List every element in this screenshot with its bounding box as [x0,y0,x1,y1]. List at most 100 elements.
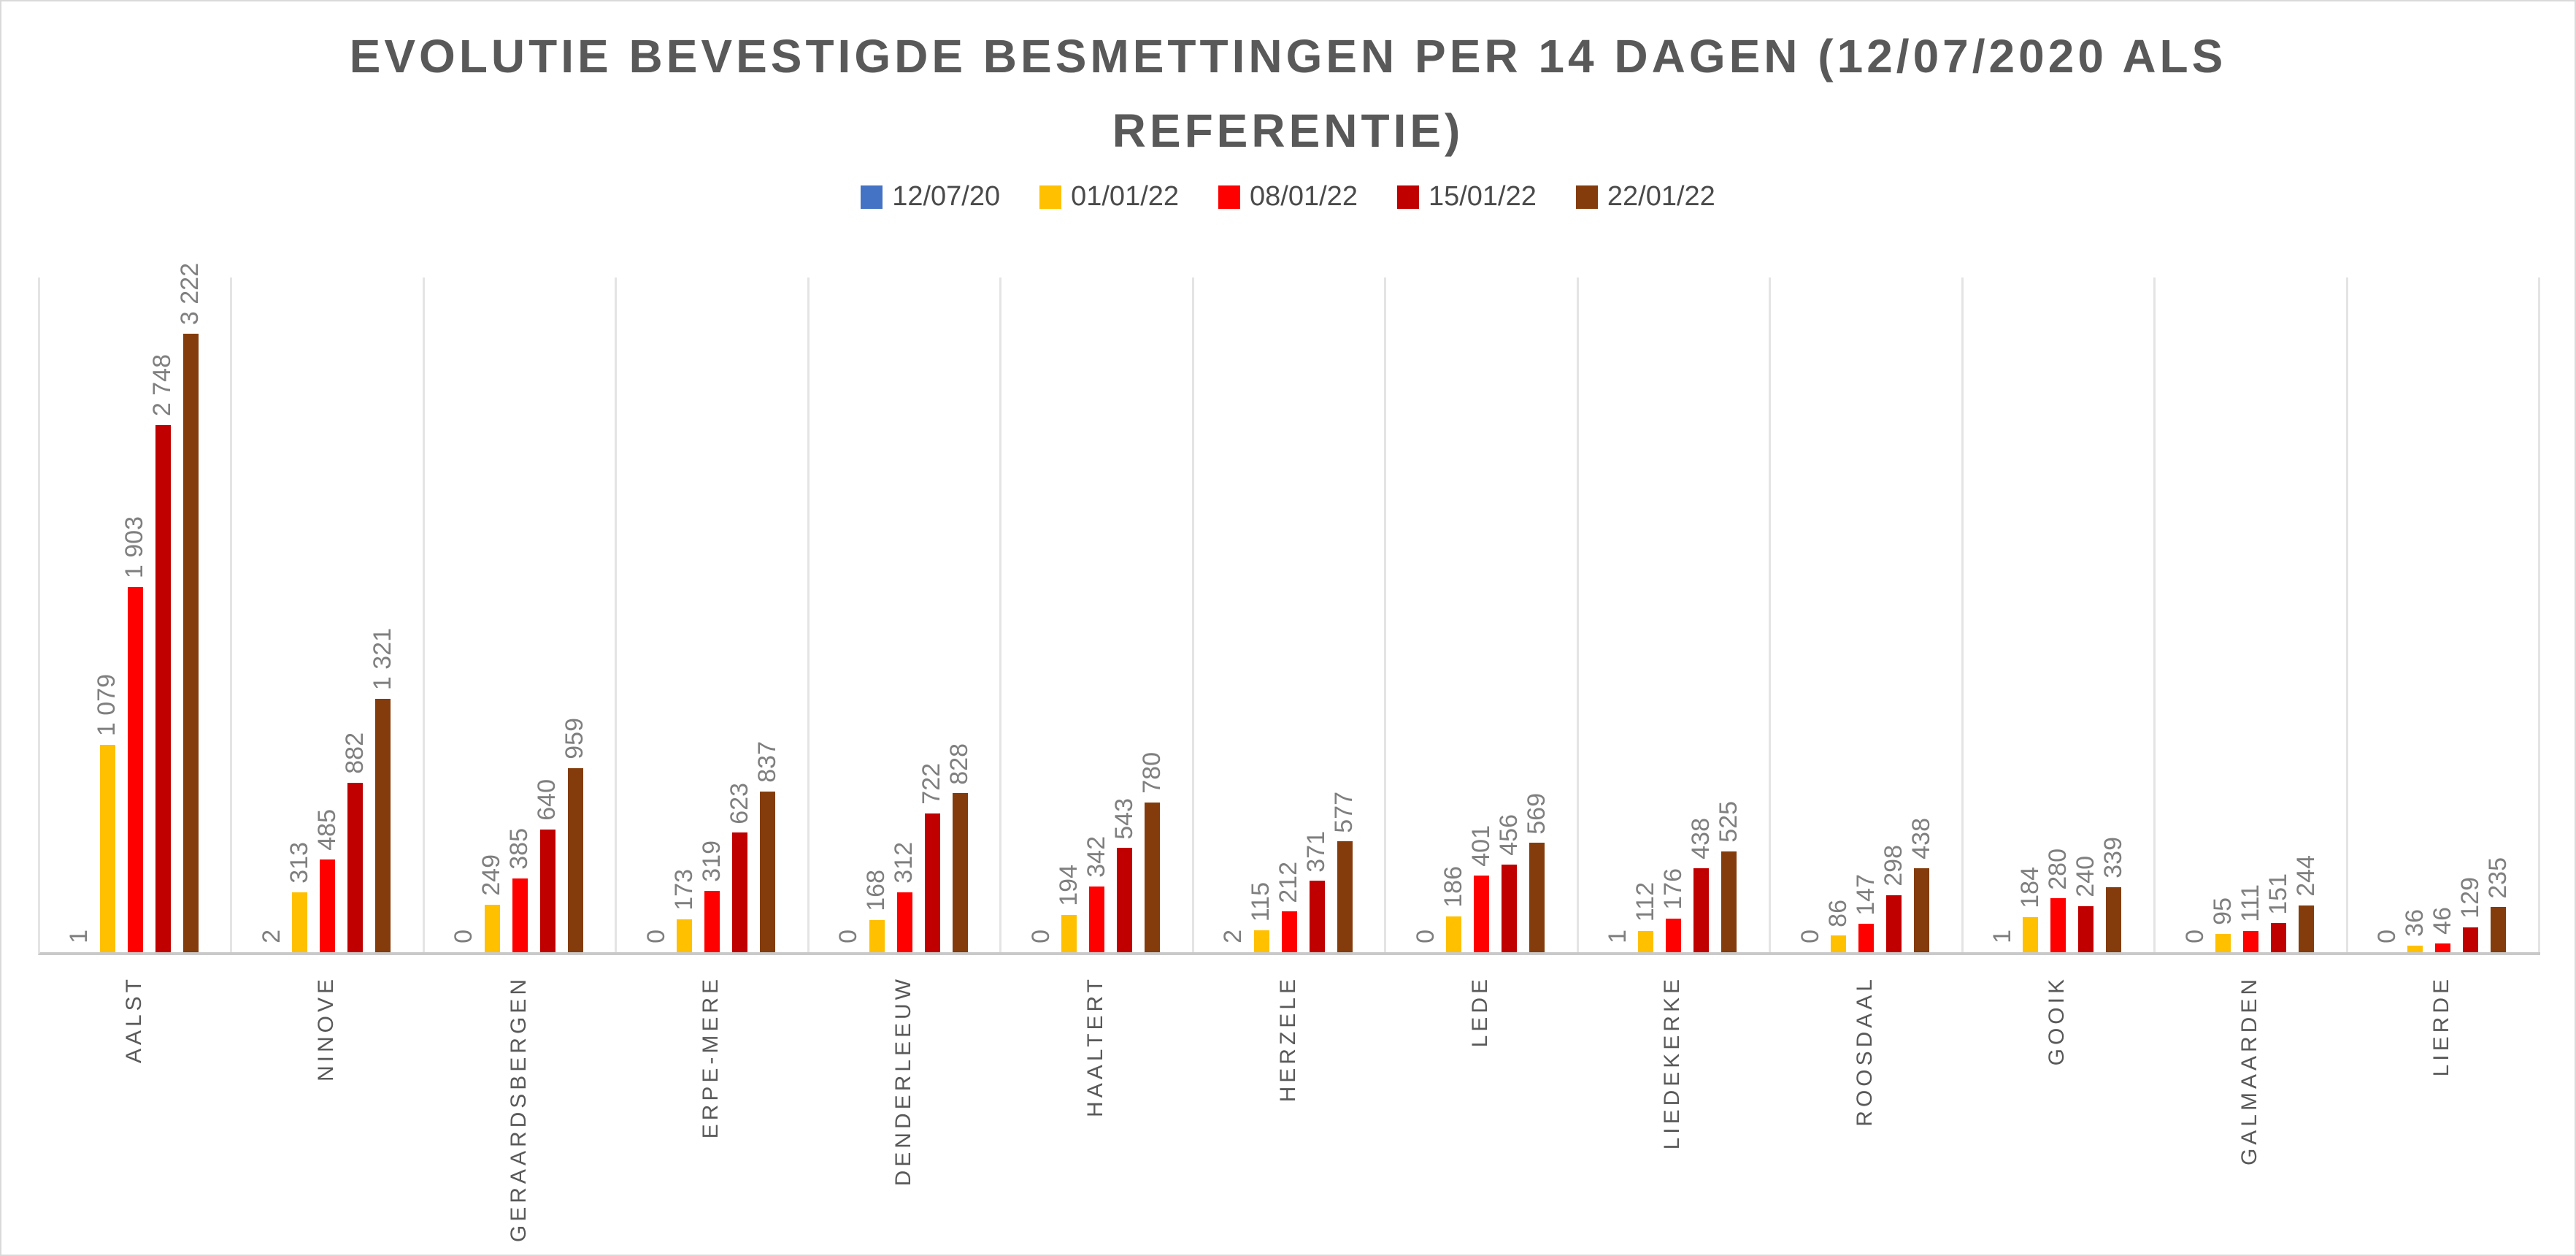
category-label: LIEDEKERKE [1660,976,1685,1150]
bar-group-item: 342 [1083,277,1110,952]
bar [704,891,720,952]
legend-label: 12/07/20 [892,181,1001,212]
data-label: 569 [1522,792,1550,835]
data-label: 319 [697,840,726,883]
category-slot: 1 112 176 438 525 [1579,277,1772,952]
bar [1913,868,1929,952]
category-cell: GOOIK [1961,958,2153,1250]
data-label: 176 [1659,868,1688,910]
data-label: 111 [2236,884,2264,922]
data-label: 0 [642,930,670,943]
data-label: 2 748 [148,353,177,416]
data-label: 1 [1988,930,2017,943]
bar [155,424,171,952]
bar-group-item: 280 [2044,277,2072,952]
bar-group-item: 115 [1247,277,1274,952]
bar-group-item: 438 [1907,277,1935,952]
legend-label: 08/01/22 [1250,181,1358,212]
legend: 12/07/20 01/01/22 08/01/22 15/01/22 22/01/22 [1,181,2575,212]
bar-group-item: 244 [2292,277,2320,952]
bar-group-item: 828 [945,277,973,952]
data-label: 543 [1110,797,1138,840]
category-slot: 0 168 312 722 828 [810,277,1002,952]
category-cell: GALMAARDEN [2153,958,2345,1250]
legend-swatch [861,185,883,209]
bar [1145,802,1161,952]
bar [292,892,308,952]
bar-group-item: 1 [65,277,93,952]
bar-group-item: 371 [1302,277,1330,952]
bar-group-item: 212 [1274,277,1302,952]
bar-group-item: 525 [1715,277,1742,952]
bar-group-item: 312 [890,277,918,952]
category-label: LIERDE [2429,976,2454,1077]
data-label: 115 [1247,881,1275,922]
bar-group-item: 0 [1796,277,1824,952]
category-label: GOOIK [2045,976,2069,1066]
bar-group-item: 249 [477,277,505,952]
category-cell: LIERDE [2346,958,2538,1250]
data-label: 95 [2208,897,2237,926]
category-label: ROOSDAAL [1852,976,1877,1127]
bar-group-item: 485 [313,277,341,952]
data-label: 112 [1631,882,1660,922]
category-slot: 0 86 147 298 438 [1771,277,1964,952]
category-label: NINOVE [314,976,339,1082]
data-label: 438 [1687,818,1715,859]
data-label: 151 [2264,873,2292,915]
bar-group-item: 2 [1219,277,1247,952]
category-label: GALMAARDEN [2237,976,2261,1166]
bar [1858,924,1874,952]
bar-group-item: 168 [862,277,890,952]
bar-group-item: 401 [1467,277,1495,952]
bar-group-item: 456 [1495,277,1523,952]
data-label: 401 [1466,824,1495,867]
bar-group-item: 837 [753,277,781,952]
bar-group-item: 176 [1659,277,1687,952]
data-label: 249 [477,854,506,896]
legend-swatch [1575,185,1598,209]
bar-group-item: 385 [505,277,533,952]
category-slot: 0 95 111 151 244 [2156,277,2348,952]
bar-group-item: 298 [1880,277,1907,952]
data-label: 46 [2429,907,2457,935]
data-label: 0 [834,930,863,943]
data-label: 240 [2072,856,2100,897]
bar-group-item: 0 [1412,277,1439,952]
category-cell: GERAARDSBERGEN [423,958,615,1250]
bar [320,859,336,952]
bar-group-item: 1 079 [93,277,120,952]
bar [1666,918,1682,952]
data-label: 0 [1411,930,1439,943]
category-slot: 0 194 342 543 780 [1001,277,1194,952]
data-label: 577 [1330,791,1358,833]
bar-group-item: 623 [726,277,753,952]
category-slot: 0 186 401 456 569 [1386,277,1579,952]
bar-group-item: 0 [1027,277,1055,952]
category-slot: 1 1 079 1 903 2 748 3 222 [40,263,233,952]
data-label: 312 [890,842,918,884]
category-cell: LEDE [1384,958,1576,1250]
data-label: 882 [340,732,369,775]
bar [1117,848,1133,952]
bar [1474,875,1490,952]
legend-swatch [1039,185,1062,209]
legend-label: 15/01/22 [1428,181,1537,212]
bar-group-item: 112 [1631,277,1659,952]
bar-group-item: 569 [1523,277,1550,952]
bar [2023,916,2039,952]
bar-group-item: 0 [2181,277,2209,952]
category-axis: AALST NINOVE GERAARDSBERGEN ERPE-MERE DENDER… [38,958,2538,1250]
data-label: 168 [862,870,891,911]
bar-group-item: 129 [2456,277,2484,952]
bar [375,698,391,952]
bar-group-item: 780 [1138,277,1166,952]
data-label: 371 [1302,830,1331,873]
bar-group-item: 186 [1439,277,1467,952]
data-label: 0 [450,930,478,943]
bar [567,767,583,952]
data-label: 722 [918,763,946,805]
bar [347,783,364,952]
data-label: 640 [533,779,561,821]
bar [869,919,885,952]
